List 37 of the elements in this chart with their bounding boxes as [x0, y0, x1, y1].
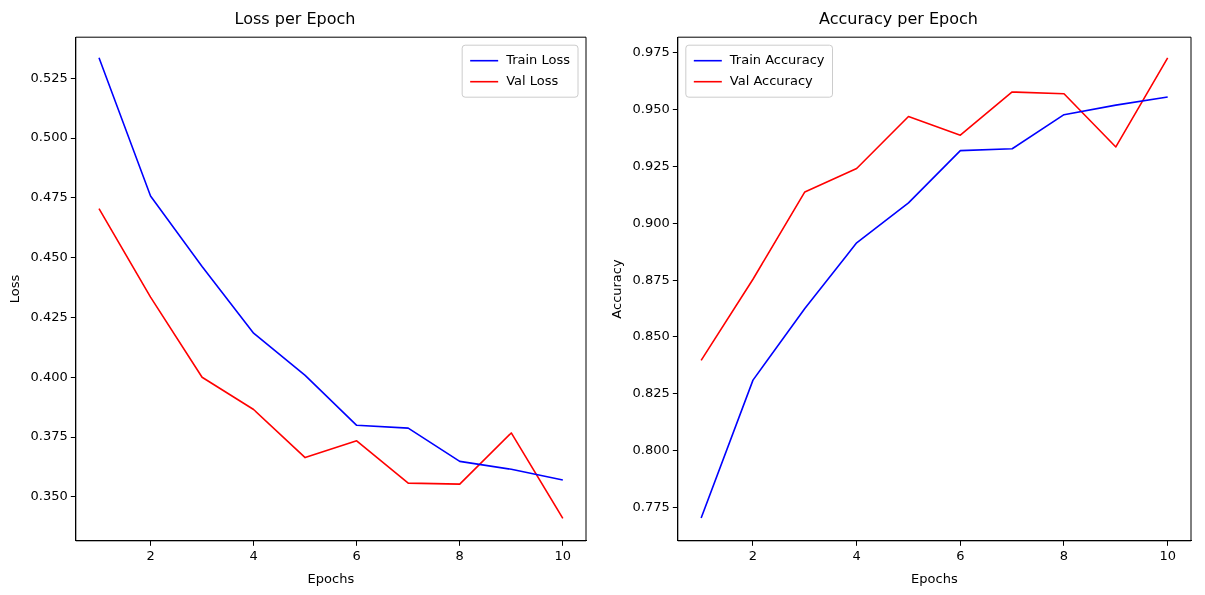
y-tick-label: 0.975 [632, 44, 670, 60]
chart-title: Accuracy per Epoch [819, 8, 978, 28]
y-tick-label: 0.400 [30, 368, 68, 384]
y-tick-label: 0.475 [30, 189, 68, 205]
x-tick-label: 4 [249, 547, 258, 563]
y-tick-label: 0.775 [632, 498, 670, 514]
x-tick-label: 10 [554, 547, 572, 563]
y-tick-label: 0.875 [632, 271, 670, 287]
y-tick-label: 0.900 [632, 214, 670, 230]
legend-label: Val Loss [506, 73, 559, 89]
y-tick-label: 0.925 [632, 157, 670, 173]
y-tick-label: 0.375 [30, 428, 68, 444]
x-axis-title: Epochs [911, 570, 958, 586]
y-tick-label: 0.425 [30, 308, 68, 324]
y-axis-title: Loss [7, 274, 23, 304]
x-tick-label: 8 [455, 547, 464, 563]
x-tick-label: 10 [1159, 547, 1176, 563]
y-tick-label: 0.800 [632, 441, 670, 457]
legend-label: Train Loss [505, 52, 571, 68]
y-tick-label: 0.825 [632, 385, 670, 401]
x-tick-label: 8 [1059, 547, 1069, 563]
y-tick-label: 0.950 [632, 101, 670, 117]
x-axis-title: Epochs [307, 570, 355, 586]
legend-label: Train Accuracy [728, 52, 825, 68]
y-tick-label: 0.450 [30, 249, 68, 265]
y-axis-title: Accuracy [609, 259, 625, 319]
y-tick-label: 0.350 [30, 488, 68, 504]
x-tick-label: 2 [146, 547, 155, 563]
y-tick-label: 0.500 [30, 129, 68, 145]
y-tick-label: 0.850 [632, 328, 670, 344]
x-tick-label: 2 [748, 547, 758, 563]
y-tick-label: 0.525 [30, 69, 68, 85]
x-tick-label: 6 [956, 547, 965, 563]
x-tick-label: 4 [852, 547, 861, 563]
legend-label: Val Accuracy [729, 73, 814, 89]
chart-title: Loss per Epoch [234, 8, 356, 28]
x-tick-label: 6 [352, 547, 361, 563]
